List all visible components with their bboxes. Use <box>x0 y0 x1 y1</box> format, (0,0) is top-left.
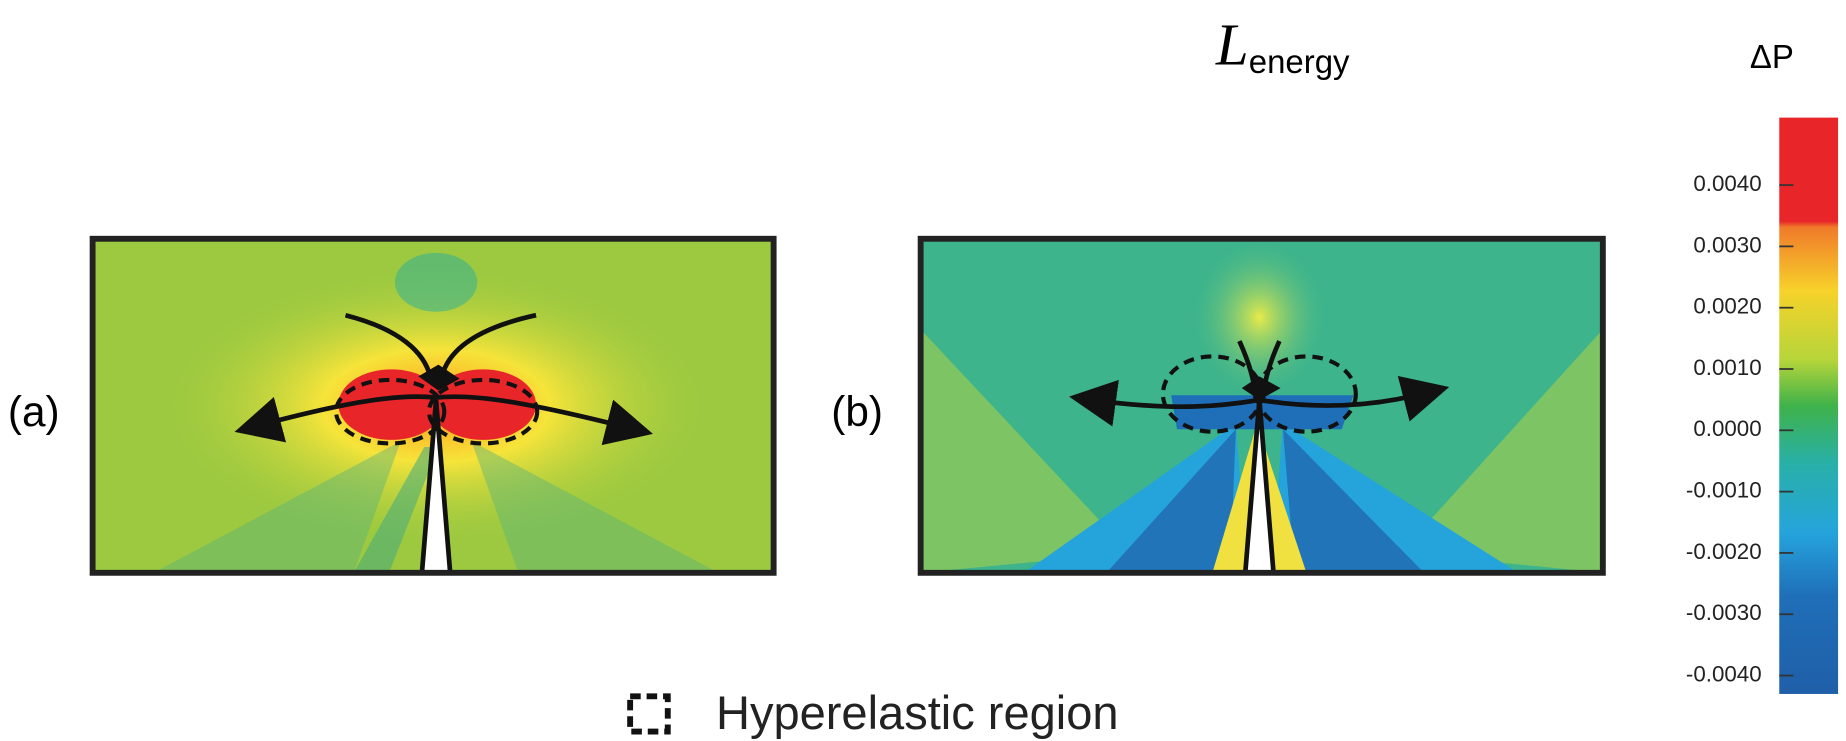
colorbar-label: ΔP <box>1750 38 1794 75</box>
colorbar-tick-label: 0.0030 <box>1693 232 1761 257</box>
colorbar-tick-label: -0.0040 <box>1686 661 1762 686</box>
colorbar <box>1779 118 1838 694</box>
colorbar-tick-label: -0.0020 <box>1686 539 1762 564</box>
title-main: L <box>1215 13 1249 78</box>
legend-text: Hyperelastic region <box>716 686 1119 739</box>
panel-label: (b) <box>831 388 883 435</box>
colorbar-tick-label: 0.0020 <box>1693 294 1761 319</box>
legend-icon <box>630 696 668 731</box>
title-subscript: energy <box>1249 43 1350 80</box>
panel-label: (a) <box>8 388 60 435</box>
panel-b <box>921 235 1603 573</box>
panel-a <box>93 239 774 573</box>
colorbar-tick-label: 0.0000 <box>1693 416 1761 441</box>
figure: L energy ΔP (a) <box>0 0 1846 741</box>
colorbar-tick-label: 0.0010 <box>1693 355 1761 380</box>
colorbar-tick-label: -0.0030 <box>1686 600 1762 625</box>
colorbar-tick-label: -0.0010 <box>1686 478 1762 503</box>
colorbar-tick-label: 0.0040 <box>1693 171 1761 196</box>
